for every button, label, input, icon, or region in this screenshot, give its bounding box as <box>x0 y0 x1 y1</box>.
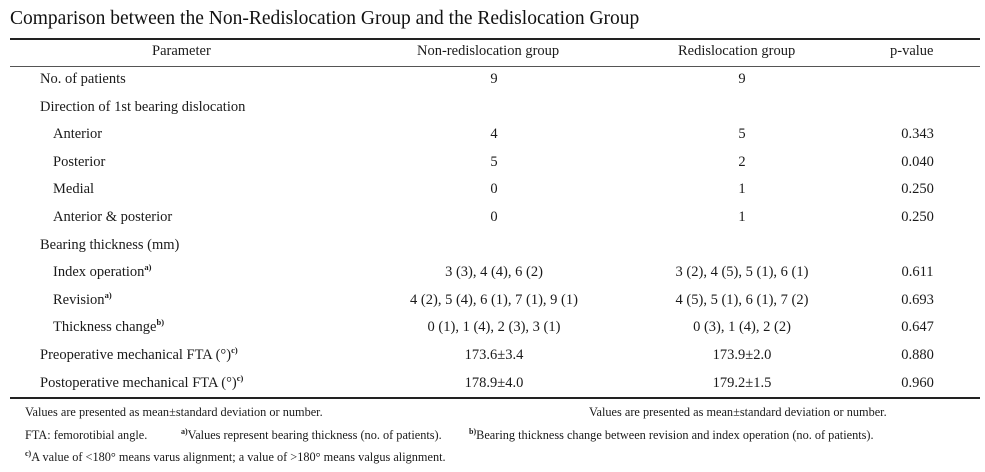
parameter-label: Medial <box>53 181 95 198</box>
table-title: Comparison between the Non-Redislocation… <box>10 8 640 29</box>
parameter-label: Bearing thickness (mm) <box>40 236 180 253</box>
parameter-cell: Postoperative mechanical FTA (°)c) <box>40 372 244 392</box>
p-value-cell: 0.250 <box>901 209 934 225</box>
redislocation-value: 1 <box>738 181 746 198</box>
table-row: Medial 0 1 0.250 <box>0 181 985 208</box>
parameter-label: No. of patients <box>40 71 126 87</box>
footnote-fta: FTA: femorotibial angle. <box>25 428 148 442</box>
footnote-marker: a) <box>104 289 112 300</box>
p-value-cell: 0.343 <box>901 126 934 143</box>
footnote-b-mark: b) <box>469 426 477 436</box>
non-redislocation-value: 0 <box>490 181 498 198</box>
non-redislocation-value: 4 <box>490 126 498 143</box>
parameter-cell: Preoperative mechanical FTA (°)c) <box>40 345 238 364</box>
parameter-label: Thickness change <box>53 319 157 336</box>
parameter-label: Posterior <box>53 153 106 170</box>
header-redislocation: Redislocation group <box>678 43 796 59</box>
header-rule <box>10 66 980 67</box>
parameter-cell: Anterior <box>53 126 102 143</box>
footnote-values-repeat: Values are presented as mean±standard de… <box>589 405 887 419</box>
parameter-label: Index operation <box>53 264 145 281</box>
redislocation-value: 3 (2), 4 (5), 5 (1), 6 (1) <box>675 264 809 281</box>
non-redislocation-value: 5 <box>490 153 498 170</box>
parameter-cell: Posterior <box>53 154 105 171</box>
bottom-rule <box>10 397 980 399</box>
redislocation-value: 4 (5), 5 (1), 6 (1), 7 (2) <box>675 291 809 308</box>
parameter-cell: Index operationa) <box>53 262 152 281</box>
parameter-cell: Revisiona) <box>53 289 112 309</box>
parameter-label: Anterior <box>53 126 103 143</box>
non-redislocation-value: 0 (1), 1 (4), 2 (3), 3 (1) <box>427 319 561 336</box>
table-row: Thickness changeb) 0 (1), 1 (4), 2 (3), 3… <box>0 317 985 346</box>
table-row: Preoperative mechanical FTA (°)c) 173.6±3… <box>0 345 985 374</box>
header-non-redislocation: Non-redislocation group <box>417 43 560 59</box>
footnote-marker: b) <box>156 317 165 328</box>
footnote-marker: c) <box>236 372 244 383</box>
non-redislocation-value: 3 (3), 4 (4), 6 (2) <box>445 264 543 281</box>
redislocation-value: 1 <box>738 209 746 225</box>
redislocation-value: 5 <box>738 126 746 143</box>
p-value-cell: 0.611 <box>901 264 934 281</box>
parameter-label: Preoperative mechanical FTA (°) <box>40 347 232 363</box>
top-rule <box>10 38 980 40</box>
header-p-value: p-value <box>890 43 934 59</box>
table-row: Anterior 4 5 0.343 <box>0 126 985 153</box>
parameter-cell: No. of patients <box>40 71 126 88</box>
p-value-cell: 0.693 <box>901 291 934 308</box>
p-value-cell: 0.960 <box>901 374 934 391</box>
non-redislocation-value: 0 <box>490 209 498 225</box>
redislocation-value: 9 <box>738 71 746 87</box>
p-value-cell: 0.250 <box>901 181 934 198</box>
footnote-a: a)Values represent bearing thickness (no… <box>181 426 442 443</box>
table-row: Anterior & posterior 0 1 0.250 <box>0 209 985 236</box>
footnote-c: c)A value of <180° means varus alignment… <box>25 448 446 465</box>
p-value-cell: 0.880 <box>901 347 934 363</box>
parameter-cell: Medial <box>53 181 94 198</box>
non-redislocation-value: 4 (2), 5 (4), 6 (1), 7 (1), 9 (1) <box>410 291 578 308</box>
p-value-cell: 0.040 <box>901 153 934 170</box>
footnote-a-text: Values represent bearing thickness (no. … <box>187 428 442 442</box>
parameter-cell: Bearing thickness (mm) <box>40 237 179 254</box>
footnote-marker: a) <box>144 262 152 273</box>
table-row: Posterior 5 2 0.040 <box>0 154 985 181</box>
parameter-cell: Direction of 1st bearing dislocation <box>40 99 245 116</box>
table-row: Bearing thickness (mm) <box>0 237 985 264</box>
redislocation-value: 179.2±1.5 <box>712 374 772 391</box>
non-redislocation-value: 178.9±4.0 <box>464 374 524 391</box>
header-parameter: Parameter <box>152 43 211 59</box>
footnote-c-text: A value of <180° means varus alignment; … <box>31 450 446 464</box>
table-row: Postoperative mechanical FTA (°)c) 178.9±… <box>0 372 985 402</box>
footnote-a-mark: a) <box>181 426 188 436</box>
footnote-b: b)Bearing thickness change between revis… <box>469 426 874 443</box>
redislocation-value: 173.9±2.0 <box>712 347 772 363</box>
table-row: No. of patients 9 9 <box>0 71 985 98</box>
parameter-label: Postoperative mechanical FTA (°) <box>40 374 237 391</box>
table-row: Revisiona) 4 (2), 5 (4), 6 (1), 7 (1), 9 … <box>0 289 985 319</box>
footnote-c-mark: c) <box>25 448 32 458</box>
table-row: Direction of 1st bearing dislocation <box>0 99 985 126</box>
non-redislocation-value: 9 <box>490 71 498 87</box>
parameter-label: Revision <box>53 291 105 308</box>
footnote-marker: c) <box>231 345 238 356</box>
non-redislocation-value: 173.6±3.4 <box>464 347 524 363</box>
parameter-cell: Anterior & posterior <box>53 209 172 226</box>
p-value-cell: 0.647 <box>901 319 934 336</box>
redislocation-value: 0 (3), 1 (4), 2 (2) <box>693 319 791 336</box>
parameter-label: Direction of 1st bearing dislocation <box>40 98 246 115</box>
parameter-label: Anterior & posterior <box>53 209 173 225</box>
table-row: Index operationa) 3 (3), 4 (4), 6 (2) 3 (2… <box>0 262 985 291</box>
redislocation-value: 2 <box>738 153 746 170</box>
footnote-b-text: Bearing thickness change between revisio… <box>476 428 874 442</box>
footnote-values: Values are presented as mean±standard de… <box>25 405 323 419</box>
parameter-cell: Thickness changeb) <box>53 317 165 336</box>
